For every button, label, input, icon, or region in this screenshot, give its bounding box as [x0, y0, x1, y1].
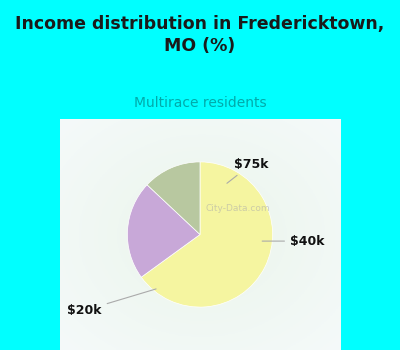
Wedge shape — [147, 162, 200, 234]
Wedge shape — [128, 185, 200, 277]
Wedge shape — [141, 162, 272, 307]
Text: Multirace residents: Multirace residents — [134, 96, 266, 110]
Text: $40k: $40k — [262, 234, 324, 247]
Text: City-Data.com: City-Data.com — [206, 204, 270, 214]
Text: $75k: $75k — [227, 158, 268, 183]
Text: $20k: $20k — [67, 289, 156, 317]
Text: Income distribution in Fredericktown,
MO (%): Income distribution in Fredericktown, MO… — [15, 15, 385, 55]
